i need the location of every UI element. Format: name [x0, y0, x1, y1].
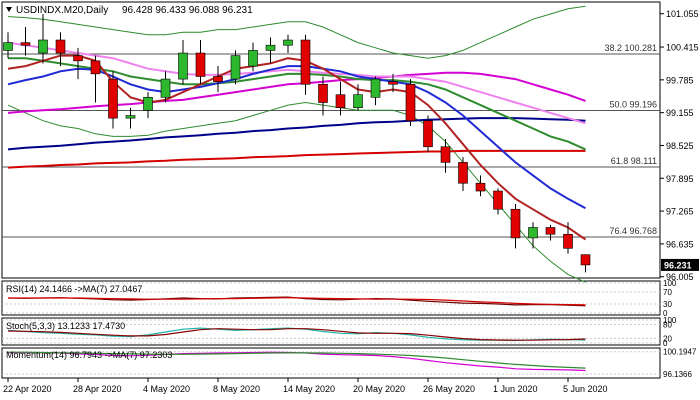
candle-body — [55, 39, 66, 54]
candle-body — [125, 115, 136, 119]
x-tick-label: 20 May 2020 — [353, 384, 405, 394]
momentum-label: Momentum(14) 96.7943 ->MA(7) 97.2303 — [6, 350, 172, 360]
candle-body — [388, 81, 398, 85]
candle-body — [335, 94, 346, 109]
stoch-panel-frame — [1, 317, 661, 346]
bollinger-bands — [7, 5, 586, 283]
candle-body — [160, 78, 171, 98]
fib-level-label: 38.2 100.281 — [604, 43, 657, 53]
candle-body — [108, 78, 118, 119]
candle-body — [423, 120, 433, 148]
moving-average-line — [7, 117, 586, 151]
moving-average-line — [7, 71, 586, 114]
candle-body — [73, 55, 83, 62]
x-tick-label: 22 Apr 2020 — [3, 384, 52, 394]
collapse-triangle-icon[interactable] — [6, 7, 12, 12]
bollinger-lower-line — [7, 101, 586, 283]
price-tick-label: 99.785 — [666, 75, 694, 85]
candle-body — [38, 39, 48, 54]
stoch-tick-label: 0 — [663, 339, 668, 348]
ohlc-label: 96.428 96.433 96.088 96.231 — [122, 5, 253, 16]
price-tick-label: 97.265 — [666, 207, 694, 217]
x-tick-label: 28 Apr 2020 — [73, 384, 122, 394]
x-tick-label: 8 May 2020 — [213, 384, 260, 394]
x-tick-label: 14 May 2020 — [283, 384, 335, 394]
moving-average-line — [7, 54, 587, 241]
axis-labels: 101.055 100.415 99.785 99.155 98.525 97.895 97… — [3, 9, 699, 394]
candle-body — [440, 146, 451, 163]
moving-averages — [7, 41, 587, 241]
moving-average-line — [7, 149, 586, 169]
candle-body — [353, 94, 363, 109]
rsi-label: RSI(14) 24.1466 ->MA(7) 27.0467 — [6, 284, 142, 294]
candle-body — [545, 227, 556, 235]
price-tick-label: 96.005 — [666, 272, 694, 282]
price-tick-label: 96.635 — [666, 239, 694, 249]
momentum-tick-label: 100.1947 — [663, 348, 697, 357]
candle-body — [283, 39, 293, 46]
candle-body — [178, 52, 188, 80]
rsi-tick-label: 70 — [663, 288, 672, 297]
candles — [3, 13, 591, 273]
candle-body — [318, 83, 328, 103]
candle-body — [563, 233, 573, 249]
fib-level-label: 61.8 98.111 — [611, 156, 657, 166]
stoch-tick-label: 20 — [663, 334, 672, 343]
moving-average-line — [7, 41, 586, 125]
symbol-label: USDINDX.M20,Daily — [16, 5, 108, 16]
current-price-label: 96.231 — [664, 260, 692, 270]
candle-body — [580, 254, 591, 266]
candle-body — [20, 42, 31, 46]
momentum-tick-label: 96.1366 — [663, 370, 692, 379]
candle-body — [458, 162, 468, 184]
candle-body — [528, 227, 538, 239]
candle-body — [493, 190, 503, 210]
rsi-tick-label: 30 — [663, 300, 672, 309]
price-tick-label: 99.155 — [666, 108, 694, 118]
candle-body — [370, 78, 381, 98]
candle-body — [90, 60, 101, 75]
candle-body — [195, 52, 206, 77]
price-tick-label: 97.895 — [666, 174, 694, 184]
fib-level-label: 50.0 99.196 — [609, 100, 657, 110]
candle-body — [265, 44, 276, 51]
stoch-series-line — [7, 328, 586, 341]
grid-lines — [2, 282, 660, 375]
x-tick-label: 5 Jun 2020 — [563, 384, 608, 394]
fib-level-label: 76.4 96.768 — [609, 226, 657, 236]
candle-body — [143, 96, 153, 111]
momentum-panel-frame — [1, 347, 661, 379]
price-tick-label: 101.055 — [666, 9, 699, 19]
rsi-tick-label: 0 — [663, 309, 668, 318]
x-tick-label: 4 May 2020 — [143, 384, 190, 394]
bollinger-upper-line — [7, 5, 586, 59]
indicator-lines — [7, 296, 586, 372]
x-tick-label: 1 Jun 2020 — [493, 384, 538, 394]
candle-body — [3, 42, 13, 51]
candle-body — [213, 76, 223, 82]
stoch-label: Stoch(5,3,3) 13.1233 17.4730 — [6, 321, 125, 331]
candle-body — [300, 39, 311, 85]
price-panel-frame — [1, 1, 661, 279]
rsi-panel-frame — [1, 280, 661, 316]
stoch-tick-label: 80 — [663, 321, 672, 330]
candle-body — [230, 55, 241, 80]
price-tick-label: 100.415 — [666, 43, 699, 53]
price-tick-label: 98.525 — [666, 141, 694, 151]
candle-body — [475, 182, 486, 192]
x-tick-label: 26 May 2020 — [423, 384, 475, 394]
current-price-box — [661, 258, 699, 271]
momentum-series-line — [8, 351, 586, 369]
stoch-tick-label: 100 — [663, 316, 677, 325]
rsi-tick-label: 100 — [663, 279, 677, 288]
candle-body — [510, 208, 521, 239]
candle-body — [405, 83, 416, 122]
rsi-series-line — [8, 297, 586, 306]
candle-body — [248, 50, 258, 67]
moving-average-line — [7, 65, 586, 210]
